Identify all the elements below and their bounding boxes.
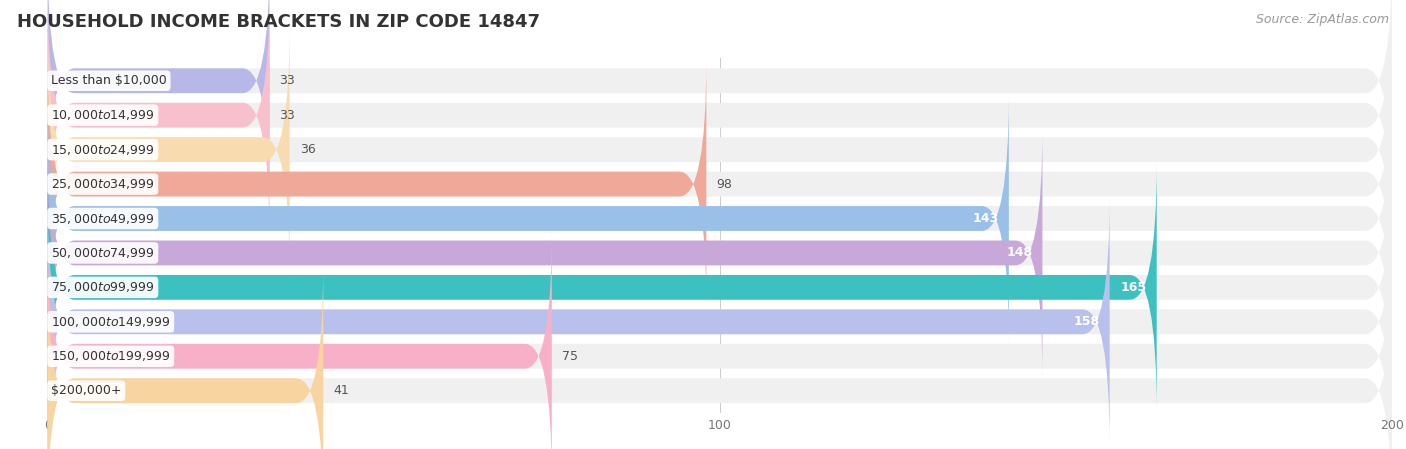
Text: $50,000 to $74,999: $50,000 to $74,999	[51, 246, 155, 260]
FancyBboxPatch shape	[48, 0, 1392, 206]
FancyBboxPatch shape	[48, 59, 706, 309]
FancyBboxPatch shape	[48, 0, 270, 241]
Text: 165: 165	[1121, 281, 1147, 294]
Text: 98: 98	[717, 177, 733, 190]
FancyBboxPatch shape	[48, 24, 290, 275]
FancyBboxPatch shape	[48, 197, 1392, 447]
FancyBboxPatch shape	[48, 265, 323, 449]
FancyBboxPatch shape	[48, 24, 1392, 275]
Text: $10,000 to $14,999: $10,000 to $14,999	[51, 108, 155, 122]
Text: 33: 33	[280, 74, 295, 87]
FancyBboxPatch shape	[48, 197, 1109, 447]
Text: $15,000 to $24,999: $15,000 to $24,999	[51, 143, 155, 157]
FancyBboxPatch shape	[48, 0, 1392, 241]
Text: 33: 33	[280, 109, 295, 122]
FancyBboxPatch shape	[48, 128, 1042, 379]
FancyBboxPatch shape	[48, 0, 270, 206]
Text: $200,000+: $200,000+	[51, 384, 121, 397]
Text: HOUSEHOLD INCOME BRACKETS IN ZIP CODE 14847: HOUSEHOLD INCOME BRACKETS IN ZIP CODE 14…	[17, 13, 540, 31]
FancyBboxPatch shape	[48, 59, 1392, 309]
FancyBboxPatch shape	[48, 231, 1392, 449]
Text: $150,000 to $199,999: $150,000 to $199,999	[51, 349, 170, 363]
Text: Source: ZipAtlas.com: Source: ZipAtlas.com	[1256, 13, 1389, 26]
Text: Less than $10,000: Less than $10,000	[51, 74, 167, 87]
Text: 158: 158	[1073, 315, 1099, 328]
FancyBboxPatch shape	[48, 93, 1392, 344]
Text: $25,000 to $34,999: $25,000 to $34,999	[51, 177, 155, 191]
Text: $75,000 to $99,999: $75,000 to $99,999	[51, 280, 155, 295]
Text: 41: 41	[333, 384, 349, 397]
FancyBboxPatch shape	[48, 128, 1392, 379]
FancyBboxPatch shape	[48, 231, 551, 449]
Text: 148: 148	[1007, 247, 1032, 260]
FancyBboxPatch shape	[48, 162, 1392, 413]
Text: 143: 143	[973, 212, 998, 225]
FancyBboxPatch shape	[48, 265, 1392, 449]
Text: 75: 75	[562, 350, 578, 363]
Text: 36: 36	[299, 143, 315, 156]
FancyBboxPatch shape	[48, 162, 1157, 413]
FancyBboxPatch shape	[48, 93, 1010, 344]
Text: $35,000 to $49,999: $35,000 to $49,999	[51, 211, 155, 225]
Text: $100,000 to $149,999: $100,000 to $149,999	[51, 315, 170, 329]
